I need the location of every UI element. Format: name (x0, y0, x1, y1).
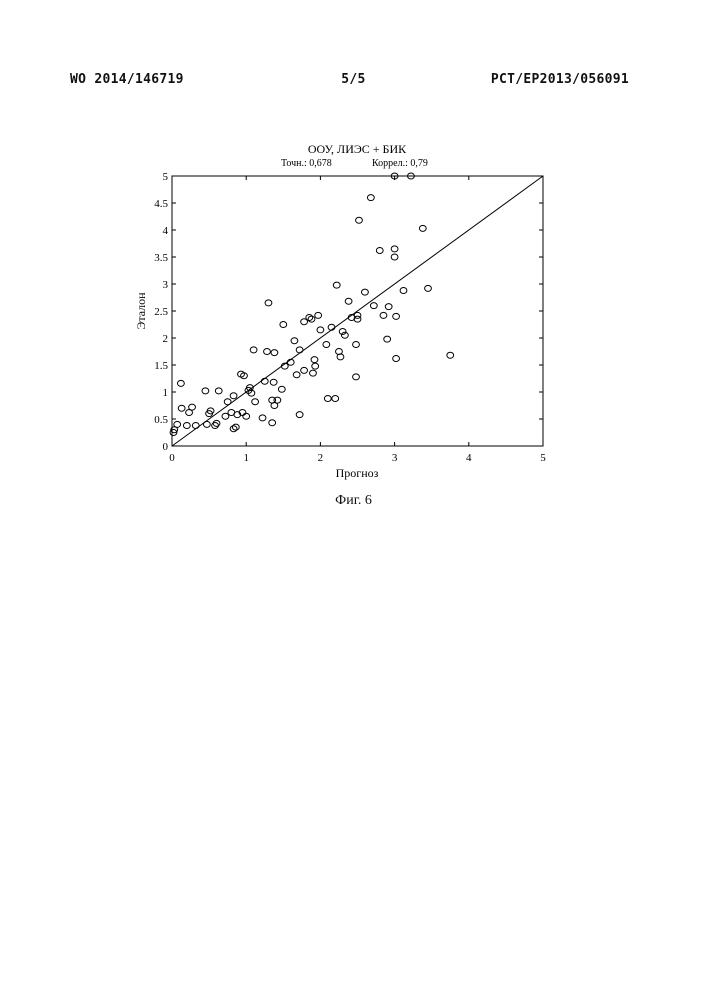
scatter-point (264, 349, 271, 355)
scatter-point (203, 421, 210, 427)
scatter-point (178, 380, 185, 386)
scatter-point (425, 285, 432, 291)
x-axis-label: Прогноз (336, 466, 379, 480)
scatter-point (400, 287, 407, 293)
scatter-point (271, 350, 278, 356)
x-tick-label: 5 (540, 452, 546, 464)
y-tick-label: 3.5 (154, 252, 168, 264)
scatter-point (174, 421, 181, 427)
scatter-point (376, 248, 383, 254)
scatter-point (293, 372, 300, 378)
scatter-point (230, 426, 237, 432)
scatter-point (189, 404, 196, 410)
scatter-point (362, 289, 369, 295)
scatter-point (333, 282, 340, 288)
scatter-point (345, 298, 352, 304)
x-tick-label: 2 (318, 452, 324, 464)
scatter-point (215, 388, 222, 394)
x-tick-label: 4 (466, 452, 472, 464)
scatter-point (296, 412, 303, 418)
scatter-point (224, 399, 231, 405)
scatter-point (323, 341, 330, 347)
scatter-point (324, 395, 331, 401)
scatter-point (370, 303, 377, 309)
scatter-point (315, 312, 322, 318)
y-tick-label: 1 (163, 387, 169, 399)
scatter-point (280, 322, 287, 328)
y-tick-label: 4.5 (154, 198, 168, 210)
correlation-label: Коррел.: 0,79 (372, 158, 428, 169)
y-tick-label: 4 (163, 225, 169, 237)
scatter-point (393, 356, 400, 362)
scatter-point (183, 422, 190, 428)
scatter-point (296, 347, 303, 353)
scatter-point (270, 379, 277, 385)
scatter-point (252, 399, 259, 405)
scatter-point (391, 254, 398, 260)
scatter-point (356, 217, 363, 223)
scatter-point (306, 314, 313, 320)
scatter-point (317, 327, 324, 333)
scatter-point (232, 424, 239, 430)
y-tick-label: 2 (163, 333, 169, 345)
scatter-point (250, 347, 257, 353)
y-tick-label: 0 (163, 441, 169, 453)
scatter-point (332, 395, 339, 401)
x-tick-label: 3 (392, 452, 398, 464)
scatter-point (419, 225, 426, 231)
chart-title: ООУ, ЛИЭС + БИК (308, 142, 407, 156)
scatter-point (353, 374, 360, 380)
scatter-point (192, 422, 199, 428)
y-tick-label: 2.5 (154, 306, 168, 318)
scatter-point (339, 329, 346, 335)
scatter-point (213, 420, 220, 426)
scatter-point (178, 405, 185, 411)
x-tick-label: 1 (243, 452, 249, 464)
scatter-point (447, 352, 454, 358)
scatter-point (308, 316, 315, 322)
scatter-point (353, 341, 360, 347)
scatter-point (291, 338, 298, 344)
accuracy-label: Точн.: 0,678 (281, 158, 332, 169)
y-tick-label: 1.5 (154, 360, 168, 372)
scatter-point (274, 397, 281, 403)
figure-caption: Фиг. 6 (0, 493, 707, 509)
reference-line (172, 176, 543, 446)
scatter-point (385, 304, 392, 310)
scatter-point (259, 415, 266, 421)
scatter-point (312, 363, 319, 369)
scatter-point (311, 357, 318, 363)
y-tick-label: 3 (163, 279, 169, 291)
y-axis-label: Эталон (134, 292, 148, 330)
scatter-point (269, 420, 276, 426)
scatter-point (341, 332, 348, 338)
scatter-chart: ООУ, ЛИЭС + БИК Точн.: 0,678 Коррел.: 0,… (0, 0, 707, 490)
scatter-point (202, 388, 209, 394)
scatter-point (243, 413, 250, 419)
x-tick-label: 0 (169, 452, 175, 464)
y-tick-label: 5 (163, 171, 169, 183)
y-tick-label: 0.5 (154, 414, 168, 426)
scatter-point (301, 367, 308, 373)
scatter-point (265, 300, 272, 306)
scatter-point (310, 370, 317, 376)
scatter-point (384, 336, 391, 342)
scatter-point (380, 312, 387, 318)
scatter-point (230, 393, 237, 399)
scatter-point (393, 313, 400, 319)
scatter-point (391, 246, 398, 252)
scatter-point (367, 195, 374, 201)
scatter-point (278, 386, 285, 392)
